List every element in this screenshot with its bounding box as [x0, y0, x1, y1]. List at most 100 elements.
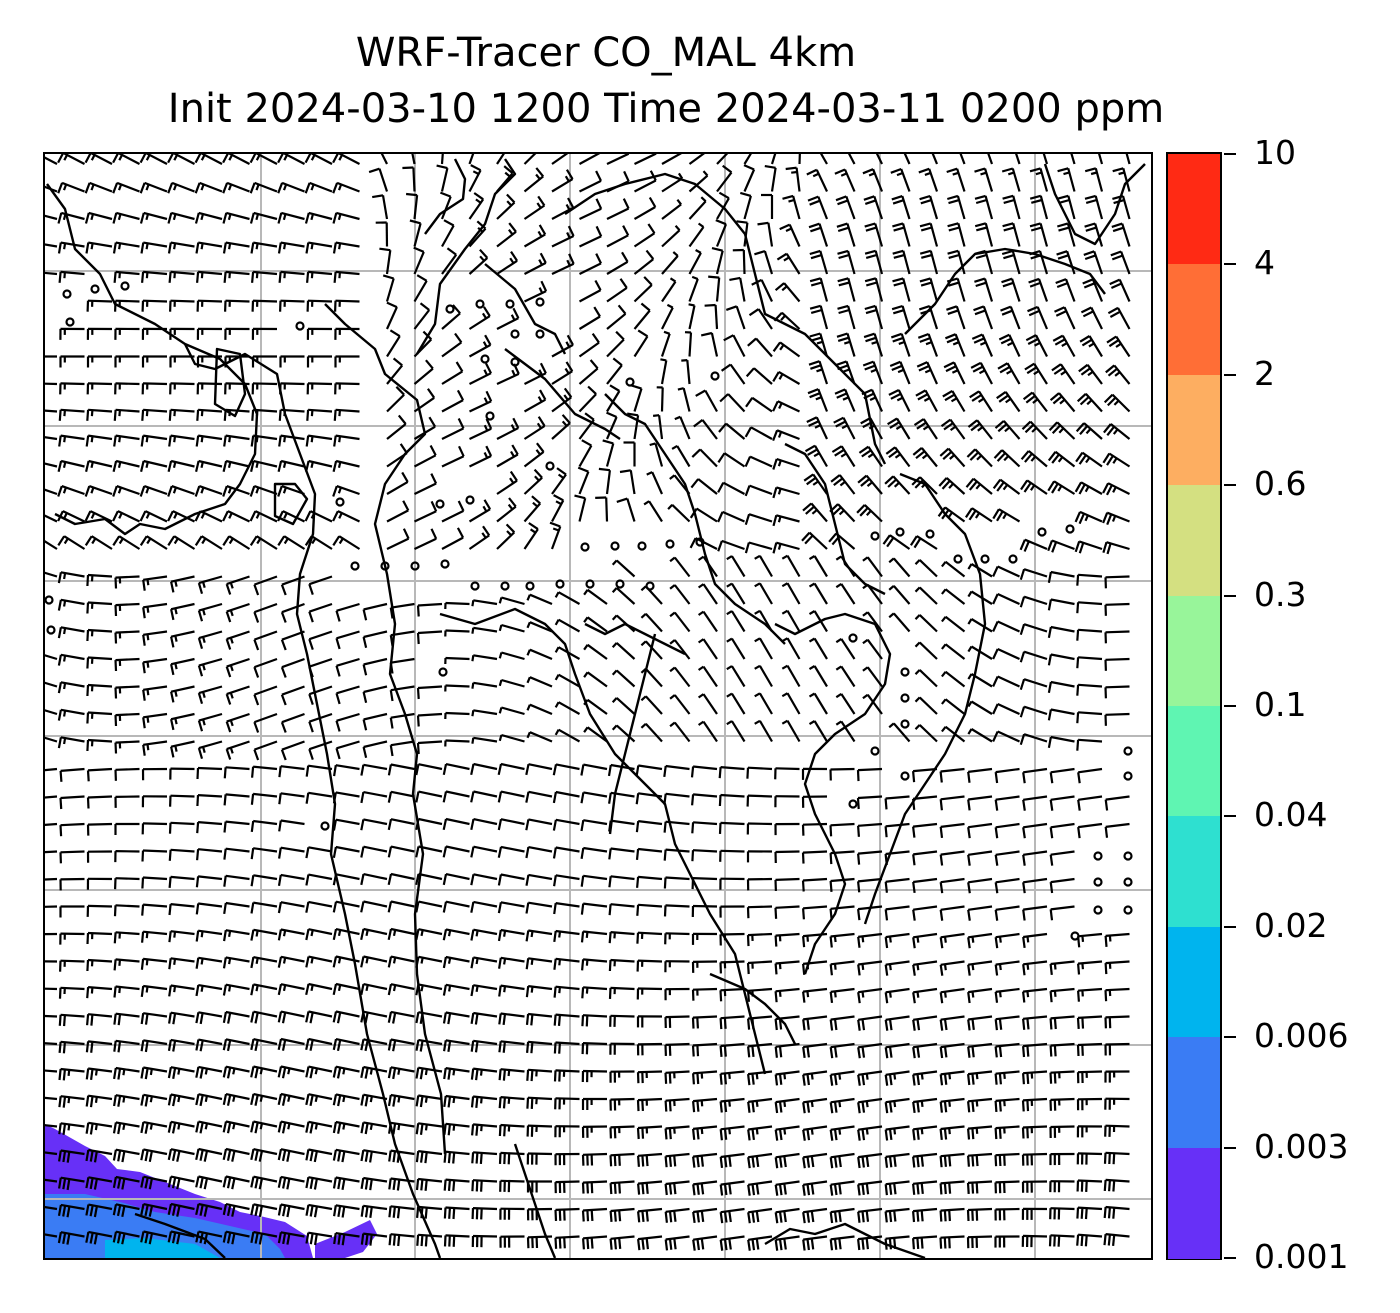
wind-barb — [195, 902, 223, 915]
wind-barb-flag — [1102, 482, 1110, 494]
wind-barb — [732, 248, 746, 275]
wind-barb-flag — [200, 487, 205, 494]
wind-barb — [1047, 450, 1076, 468]
wind-barb-flag — [884, 1047, 889, 1059]
wind-barb-flag — [1051, 363, 1062, 372]
wind-barb-staff — [473, 845, 498, 853]
calm-wind-marker — [848, 799, 858, 809]
wind-barb — [415, 845, 443, 858]
wind-barb-staff — [940, 795, 965, 801]
wind-barb-flag — [280, 584, 287, 596]
wind-barb-flag — [919, 337, 931, 343]
wind-barb-flag — [282, 461, 287, 469]
wind-barb-flag — [63, 410, 66, 417]
wind-barb-flag — [113, 959, 117, 971]
wind-barb — [918, 167, 939, 192]
wind-barb-flag — [62, 1042, 66, 1054]
wind-barb-flag — [939, 1019, 944, 1031]
wind-barb-flag — [864, 222, 876, 228]
wind-barb-staff — [730, 583, 746, 605]
wind-barb — [1019, 733, 1048, 746]
wind-barb-staff — [60, 1040, 85, 1046]
wind-barb-staff — [555, 1069, 580, 1073]
wind-barb-staff — [606, 207, 630, 220]
wind-barb-staff — [863, 504, 883, 523]
wind-barb-flag — [1079, 335, 1091, 343]
wind-barb-flag — [222, 242, 227, 254]
wind-barb-staff — [390, 740, 415, 747]
wind-barb — [606, 384, 621, 413]
wind-barb — [754, 609, 773, 633]
wind-barb-staff — [60, 1067, 85, 1073]
wind-barb-flag — [860, 478, 871, 487]
wind-barb — [938, 477, 966, 495]
wind-barb — [251, 270, 278, 283]
wind-barb-flag — [112, 460, 118, 472]
wind-barb-staff — [578, 154, 601, 165]
wind-barb — [912, 1070, 938, 1086]
wind-barb-flag — [888, 991, 892, 998]
wind-barb — [664, 932, 690, 945]
wind-barb-flag — [332, 182, 339, 194]
wind-barb — [552, 763, 580, 776]
wind-barb — [941, 560, 966, 578]
wind-barb — [974, 167, 994, 192]
wind-barb-flag — [86, 602, 90, 614]
wind-barb-staff — [253, 1065, 278, 1073]
wind-barb-flag — [63, 627, 67, 635]
wind-barb-flag — [1104, 799, 1109, 811]
wind-barb — [526, 1040, 553, 1054]
wind-barb — [332, 459, 360, 472]
wind-barb-flag — [232, 1095, 236, 1102]
wind-barb-flag — [912, 881, 916, 894]
wind-barb-flag — [719, 1045, 723, 1057]
wind-barb-flag — [483, 499, 492, 510]
wind-barb-flag — [424, 1068, 428, 1076]
wind-barb — [114, 355, 140, 368]
wind-barb — [847, 154, 856, 165]
wind-barb — [693, 419, 718, 440]
wind-barb — [1019, 568, 1048, 581]
wind-barb — [939, 960, 965, 976]
wind-barb-staff — [786, 720, 801, 743]
wind-barb-flag — [1002, 194, 1014, 200]
wind-barb — [998, 333, 1021, 357]
wind-barb-flag — [117, 1041, 122, 1053]
wind-barb — [1104, 960, 1130, 975]
wind-barb-staff — [929, 223, 939, 247]
wind-barb-flag — [967, 882, 971, 894]
wind-barb-staff — [198, 929, 223, 936]
wind-barb-staff — [417, 712, 443, 717]
wind-barb-flag — [974, 194, 986, 200]
wind-barb-flag — [1079, 396, 1090, 406]
wind-barb-flag — [113, 986, 117, 998]
wind-barb-flag — [392, 929, 397, 937]
wind-barb-staff — [626, 498, 636, 522]
wind-barb-flag — [1030, 455, 1037, 462]
wind-barb — [751, 278, 773, 302]
wind-barb-flag — [145, 487, 150, 494]
wind-barb-flag — [497, 929, 502, 942]
wind-barb — [1084, 194, 1104, 220]
wind-barb-flag — [457, 500, 465, 512]
wind-barb — [387, 955, 415, 968]
wind-barb-flag — [971, 991, 975, 998]
wind-barb — [581, 1069, 608, 1083]
wind-barb-flag — [939, 826, 944, 839]
wind-barb — [170, 740, 195, 758]
wind-barb — [912, 822, 938, 838]
wind-barb — [890, 332, 911, 357]
wind-barb — [278, 434, 305, 447]
wind-barb — [360, 763, 388, 776]
wind-barb-flag — [704, 303, 716, 307]
wind-barb-flag — [57, 510, 64, 522]
wind-barb-flag — [485, 390, 493, 402]
wind-barb-flag — [774, 282, 785, 292]
wind-barb-flag — [837, 277, 849, 283]
wind-barb-flag — [428, 416, 437, 428]
wind-barb-flag — [278, 847, 282, 859]
wind-barb — [250, 1065, 278, 1079]
wind-barb-flag — [483, 397, 489, 404]
wind-barb — [754, 637, 773, 660]
wind-barb-staff — [929, 278, 939, 302]
